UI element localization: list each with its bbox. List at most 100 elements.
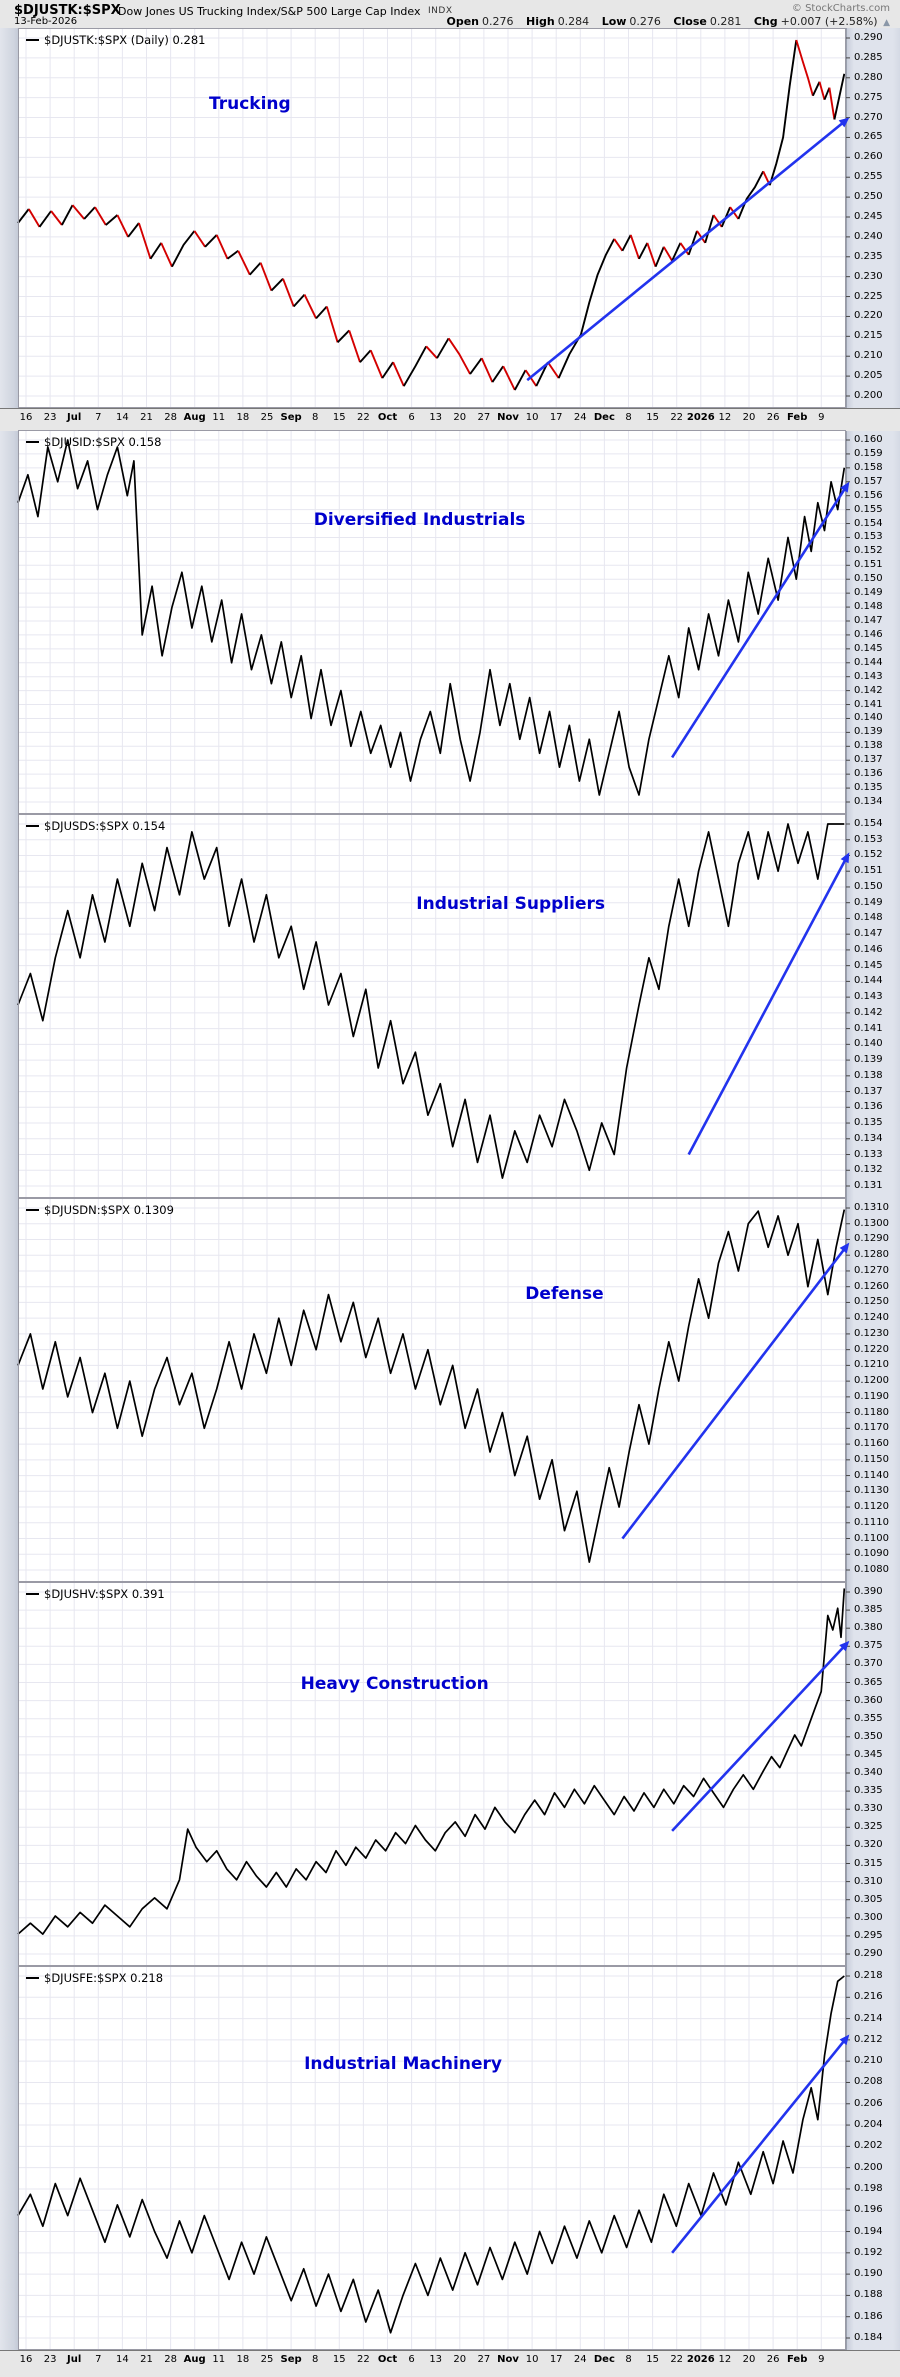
trend-arrow-defense (839, 1242, 850, 1254)
trend-arrow-industrial-machinery (839, 2034, 850, 2046)
x-axis-label: 27 (477, 412, 491, 423)
y-axis-label: 0.270 (854, 111, 883, 123)
x-axis-row-top: 16 23 Jul 7 14 21 28 Aug 11 18 25 Sep 8 15 22 Oct 6 13 20 2… (0, 408, 900, 431)
y-axis-label: 0.1140 (854, 1469, 889, 1481)
open-value: 0.276 (482, 15, 514, 28)
y-axis-label: 0.204 (854, 2119, 883, 2131)
trend-arrow-trucking (838, 117, 850, 128)
legend-line-swatch (26, 1976, 39, 1979)
y-axis-label: 0.340 (854, 1767, 883, 1778)
y-axis-label: 0.1310 (854, 1202, 889, 1213)
y-axis-label: 0.335 (854, 1785, 883, 1797)
y-axis-label: 0.235 (854, 250, 883, 262)
x-axis-label: 9 (818, 412, 825, 423)
y-axis-label: 0.345 (854, 1748, 883, 1760)
x-axis-label: 20 (453, 412, 467, 423)
x-axis-row-bottom: 16 23 Jul 7 14 21 28 Aug 11 18 25 Sep 8 15 22 Oct 6 13 20 2… (0, 2350, 900, 2377)
plot-heavy-construction (17, 1582, 850, 1966)
panel-industrial-suppliers: 0.154 0.153 0.152 0.151 0.150 0.149 0.148 0.147… (0, 814, 900, 1198)
x-axis-label: 11 (212, 2354, 226, 2365)
x-axis-label: Jul (67, 2354, 82, 2365)
y-axis-trucking: 0.290 0.285 0.280 0.275 0.270 0.265 0.260 0.255… (846, 28, 900, 408)
y-axis-label: 0.310 (854, 1875, 883, 1887)
x-axis-label: Dec (593, 2354, 615, 2365)
y-axis-label: 0.151 (854, 865, 883, 877)
x-axis-label: 8 (312, 412, 319, 423)
y-axis-label: 0.153 (854, 531, 883, 543)
x-axis-label: 21 (140, 2354, 153, 2365)
legend-text: $DJUSDN:$SPX 0.1309 (44, 1203, 174, 1217)
symbol-title: $DJUSTK:$SPX (14, 3, 121, 18)
x-axis-label: Jul (67, 412, 82, 423)
y-axis-label: 0.150 (854, 573, 883, 585)
y-axis-label: 0.390 (854, 1586, 883, 1597)
y-axis-label: 0.1300 (854, 1217, 889, 1229)
y-axis-label: 0.146 (854, 628, 883, 640)
copyright-label: © StockCharts.com (791, 3, 890, 14)
y-axis-label: 0.1130 (854, 1485, 889, 1497)
panel-industrial-machinery: 0.218 0.216 0.214 0.212 0.210 0.208 0.206 0.204… (0, 1966, 900, 2350)
x-axis-label: 7 (95, 412, 102, 423)
y-axis-label: 0.275 (854, 91, 883, 103)
trend-arrow-diversified-industrials (840, 481, 850, 493)
legend-line-swatch (26, 1208, 39, 1211)
x-axis-label: Oct (377, 412, 398, 423)
y-axis-label: 0.330 (854, 1803, 883, 1815)
y-axis-label: 0.1170 (854, 1422, 889, 1434)
plot-industrial-machinery (17, 1966, 850, 2350)
y-axis-label: 0.139 (854, 1054, 883, 1066)
y-axis-label: 0.132 (854, 1164, 883, 1176)
annotation-industrial-machinery: Industrial Machinery (304, 2053, 502, 2074)
y-axis-label: 0.200 (854, 2161, 883, 2173)
y-axis-label: 0.138 (854, 1069, 883, 1081)
panel-legend-trucking: $DJUSTK:$SPX (Daily) 0.281 (26, 33, 205, 47)
y-axis-label: 0.152 (854, 849, 883, 861)
plot-industrial-suppliers (17, 814, 850, 1198)
x-axis-label: 9 (818, 2354, 825, 2365)
y-axis-diversified-industrials: 0.160 0.159 0.158 0.157 0.156 0.155 0.154 0.153… (846, 430, 900, 814)
x-axis-label: 15 (332, 2354, 346, 2365)
y-axis-label: 0.295 (854, 1929, 883, 1941)
plot-diversified-industrials (17, 430, 850, 814)
legend-line-swatch (26, 824, 39, 827)
y-axis-label: 0.1150 (854, 1453, 889, 1465)
y-axis-label: 0.1090 (854, 1548, 889, 1560)
x-axis-label: 21 (140, 412, 153, 423)
y-axis-label: 0.154 (854, 818, 883, 829)
exchange-label: INDX (428, 6, 453, 16)
x-axis-label: Sep (280, 2354, 302, 2365)
y-axis-label: 0.135 (854, 782, 883, 794)
x-axis-label: 16 (19, 2354, 33, 2365)
y-axis-label: 0.148 (854, 912, 883, 924)
x-axis-label: 12 (718, 2354, 732, 2365)
y-axis-label: 0.1230 (854, 1327, 889, 1339)
y-axis-label: 0.1120 (854, 1501, 889, 1513)
y-axis-label: 0.255 (854, 171, 883, 183)
annotation-defense: Defense (525, 1284, 604, 1304)
y-axis-label: 0.385 (854, 1604, 883, 1616)
x-axis-label: 22 (670, 2354, 684, 2365)
y-axis-label: 0.300 (854, 1911, 883, 1923)
y-axis-label: 0.365 (854, 1676, 883, 1688)
y-axis-label: 0.134 (854, 796, 883, 807)
y-axis-label: 0.149 (854, 896, 883, 908)
legend-text: $DJUSFE:$SPX 0.218 (44, 1971, 164, 1985)
y-axis-label: 0.220 (854, 310, 883, 322)
y-axis-label: 0.140 (854, 1038, 883, 1050)
y-axis-label: 0.196 (854, 2204, 883, 2216)
y-axis-label: 0.143 (854, 670, 883, 682)
x-axis-label: 13 (429, 2354, 443, 2365)
y-axis-label: 0.215 (854, 330, 883, 342)
x-axis-label: 15 (332, 412, 346, 423)
x-axis-label: 22 (357, 412, 370, 423)
y-axis-label: 0.145 (854, 642, 883, 654)
y-axis-label: 0.212 (854, 2033, 883, 2045)
annotation-diversified-industrials: Diversified Industrials (313, 510, 526, 531)
x-axis-label: 10 (525, 2354, 539, 2365)
x-axis-label: 14 (116, 2354, 129, 2365)
y-axis-label: 0.202 (854, 2140, 883, 2152)
x-axis-label: 8 (625, 412, 632, 423)
chart-date: 13-Feb-2026 (14, 16, 78, 27)
y-axis-label: 0.315 (854, 1857, 883, 1869)
y-axis-label: 0.151 (854, 559, 883, 571)
